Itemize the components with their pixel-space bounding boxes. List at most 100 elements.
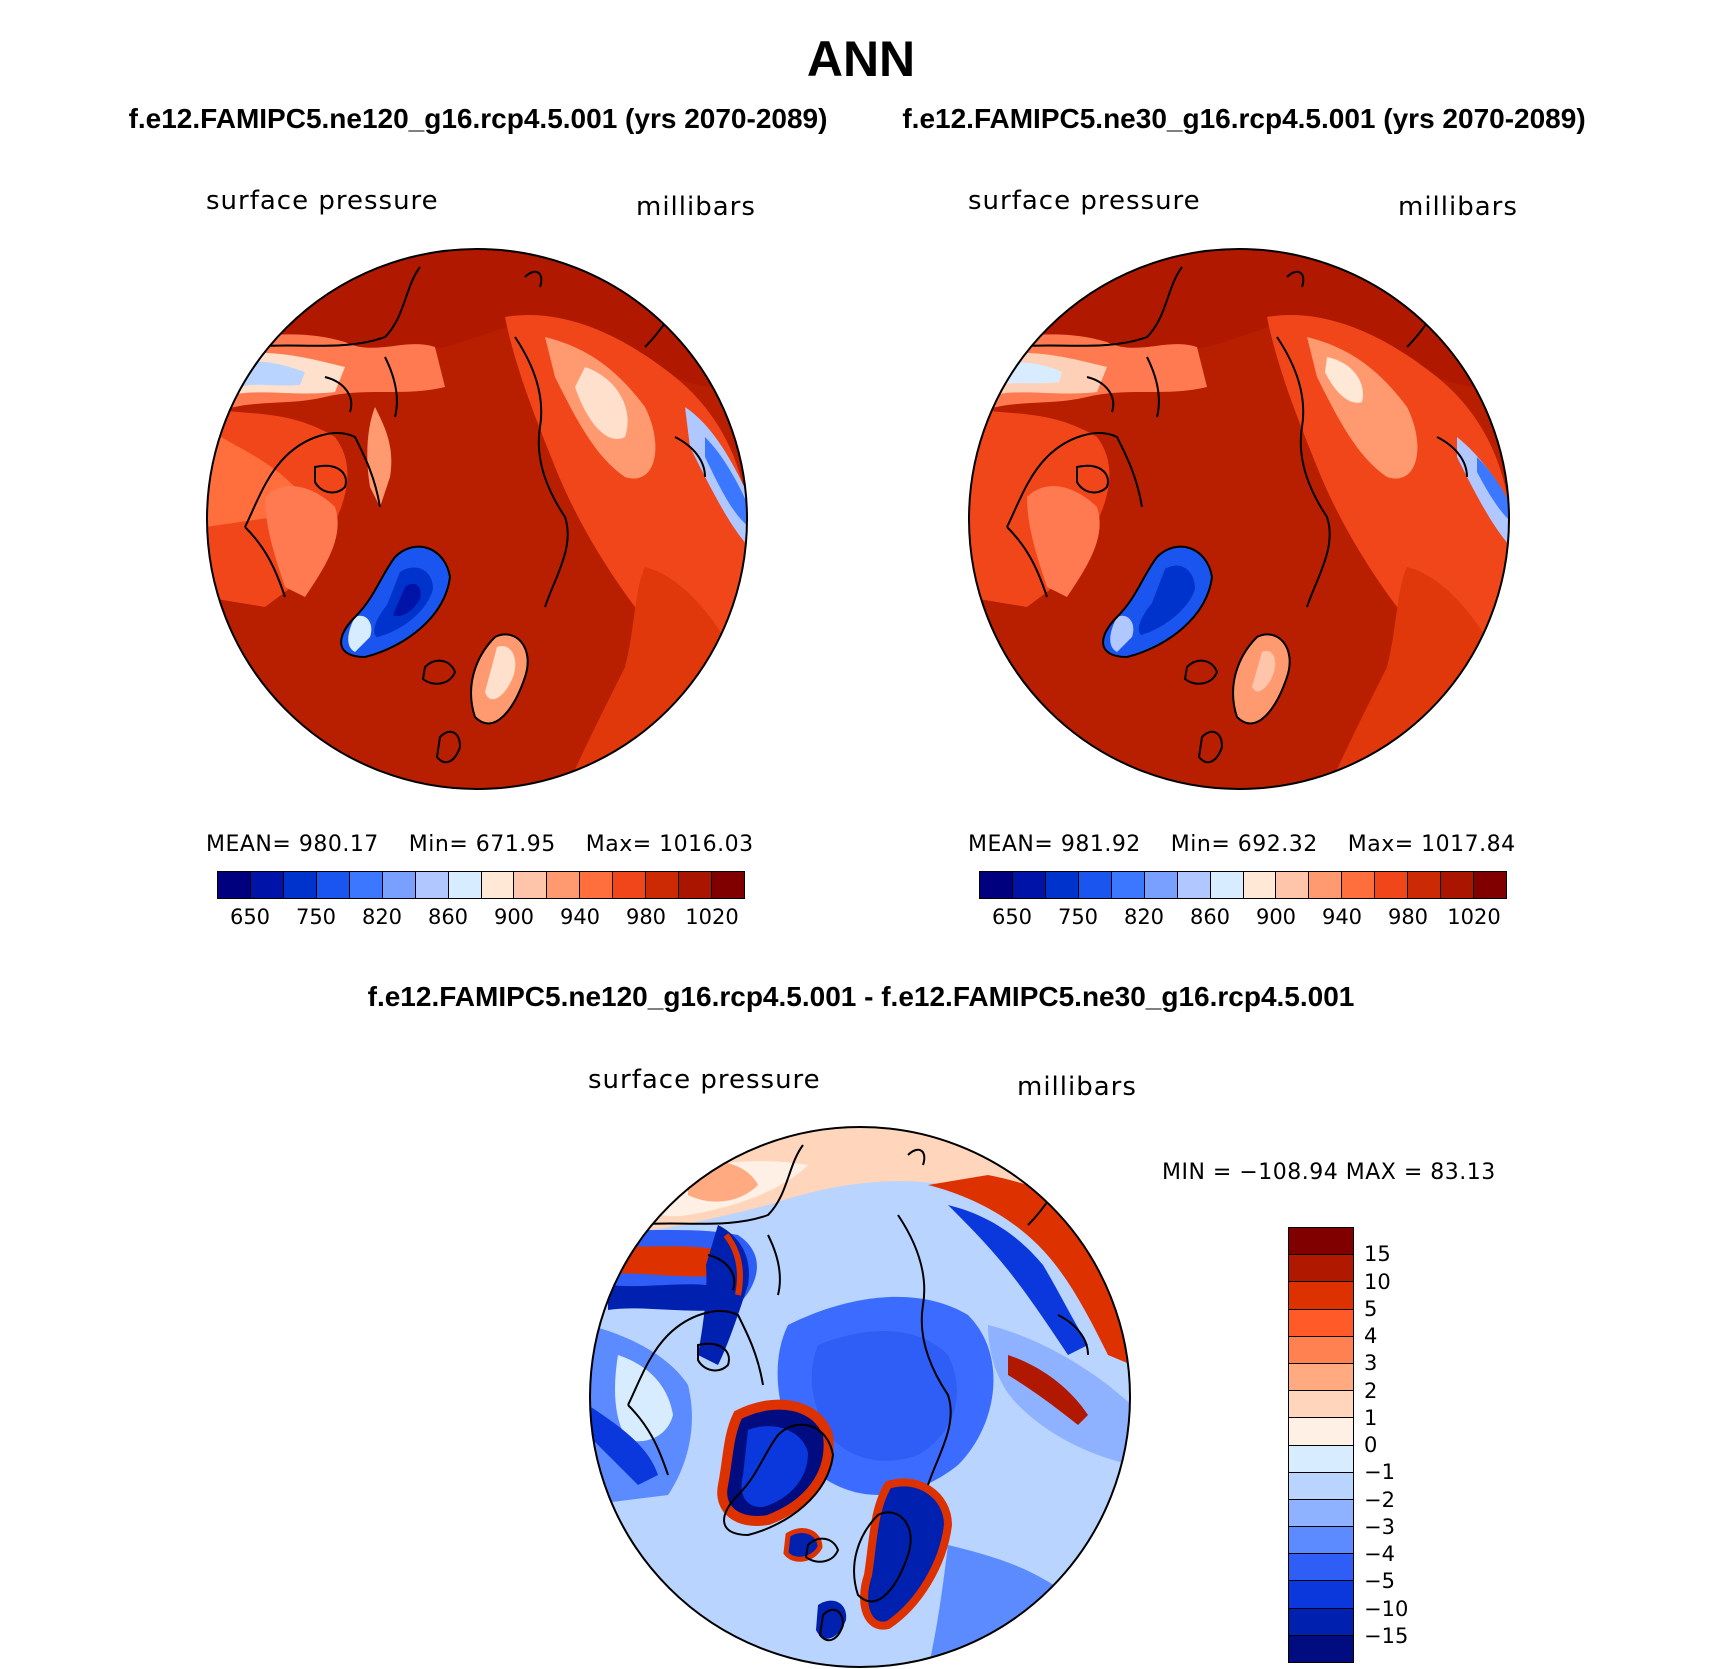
- panel2-colorbar-ticks: 650 750 820 860 900 940 980 1020: [979, 905, 1507, 933]
- diff-colorbar-swatch: [1289, 1228, 1353, 1256]
- diff-colorbar-swatch: [1289, 1255, 1353, 1283]
- panel1-colorbar-swatch: [481, 872, 515, 898]
- diff-colorbar-tick-label: 3: [1364, 1351, 1378, 1376]
- diff-colorbar-swatch: [1289, 1363, 1353, 1392]
- panel1-colorbar-swatch: [448, 872, 482, 898]
- diff-colorbar-tick-label: −10: [1364, 1596, 1409, 1621]
- panel2-colorbar-tick-label: 650: [991, 905, 1033, 929]
- panel2-stats: MEAN= 981.92 Min= 692.32 Max= 1017.84: [968, 832, 1516, 857]
- panel2-colorbar-swatch: [1078, 872, 1112, 898]
- panel2-colorbar-tick-label: 1020: [1447, 905, 1501, 929]
- panel1-colorbar-swatch: [580, 872, 614, 898]
- panel1-colorbar-ticks: 650 750 820 860 900 940 980 1020: [217, 905, 745, 933]
- panel1-colorbar-swatch: [415, 872, 449, 898]
- diff-colorbar-swatch: [1289, 1608, 1353, 1636]
- panel2-colorbar-tick-label: 980: [1387, 905, 1429, 929]
- diff-colorbar-tick-label: −1: [1364, 1460, 1395, 1485]
- diff-colorbar-tick-label: 5: [1364, 1296, 1378, 1321]
- diff-colorbar-tick-label: 2: [1364, 1378, 1378, 1403]
- diff-colorbar-swatch: [1289, 1472, 1353, 1500]
- diff-colorbar-tick-label: −4: [1364, 1542, 1395, 1566]
- panel2-colorbar-swatch: [1441, 872, 1475, 898]
- diff-colorbar-swatch: [1289, 1309, 1353, 1337]
- panel1-colorbar-swatch: [514, 872, 548, 898]
- panel1-colorbar-swatch: [283, 872, 317, 898]
- panel1-colorbar-swatch: [316, 872, 350, 898]
- figure-title: ANN: [806, 31, 916, 87]
- diff-colorbar-swatch: [1289, 1581, 1353, 1609]
- diff-colorbar-swatch: [1289, 1445, 1353, 1473]
- panel2-colorbar-tick-label: 820: [1123, 905, 1165, 929]
- panel1-colorbar-swatch: [679, 872, 713, 898]
- panel2-colorbar-swatch: [1276, 872, 1310, 898]
- panel2-units-label: millibars: [1398, 192, 1518, 222]
- diff-colorbar-tick-label: 15: [1364, 1242, 1391, 1267]
- panel1-colorbar-tick-label: 650: [229, 905, 271, 929]
- panel1-colorbar-tick-label: 820: [361, 905, 403, 929]
- panel2-colorbar-swatch: [1144, 872, 1178, 898]
- panel2-colorbar-swatch: [1474, 872, 1506, 898]
- panel1-colorbar-tick-label: 940: [559, 905, 601, 929]
- panel2-colorbar-swatch: [1375, 872, 1409, 898]
- diff-units-label: millibars: [1017, 1072, 1137, 1102]
- panel1-colorbar-swatch: [218, 872, 251, 898]
- panel1-colorbar-tick-label: 860: [427, 905, 469, 929]
- diff-colorbar-swatch: [1289, 1391, 1353, 1419]
- panel1-stats: MEAN= 980.17 Min= 671.95 Max= 1016.03: [206, 832, 754, 857]
- panel2-polar-map: [968, 248, 1510, 790]
- diff-colorbar-tick-label: −3: [1364, 1514, 1395, 1539]
- panel2-colorbar-tick-label: 750: [1057, 905, 1099, 929]
- diff-colorbar-tick-label: 4: [1364, 1324, 1378, 1348]
- panel2-colorbar-swatch: [1342, 872, 1376, 898]
- panel1-units-label: millibars: [636, 192, 756, 222]
- panel1-colorbar-tick-label: 1020: [685, 905, 739, 929]
- panel1-colorbar-tick-label: 980: [625, 905, 667, 929]
- panel2-variable-label: surface pressure: [968, 186, 1201, 216]
- panel1-colorbar-swatch: [712, 872, 744, 898]
- panel1-colorbar-swatch: [613, 872, 647, 898]
- panel2-colorbar-swatch: [1045, 872, 1079, 898]
- right-case-title: f.e12.FAMIPC5.ne30_g16.rcp4.5.001 (yrs 2…: [902, 103, 1586, 134]
- panel2-colorbar-swatch: [1309, 872, 1343, 898]
- panel2-colorbar-swatch: [1177, 872, 1211, 898]
- panel1-colorbar: [217, 871, 745, 899]
- panel1-colorbar-swatch: [349, 872, 383, 898]
- panel2-colorbar-swatch: [1111, 872, 1145, 898]
- diff-colorbar-tick-label: 10: [1364, 1269, 1391, 1294]
- panel2-colorbar-swatch: [1210, 872, 1244, 898]
- diff-colorbar-tick-label: 1: [1364, 1405, 1378, 1430]
- panel2-colorbar-tick-label: 940: [1321, 905, 1363, 929]
- panel2-colorbar-tick-label: 900: [1255, 905, 1297, 929]
- panel1-colorbar-swatch: [646, 872, 680, 898]
- diff-minmax: MIN = −108.94 MAX = 83.13: [1162, 1160, 1496, 1185]
- diff-colorbar-tick-label: −2: [1364, 1487, 1395, 1512]
- panel2-colorbar-swatch: [980, 872, 1013, 898]
- panel1-colorbar-swatch: [382, 872, 416, 898]
- diff-polar-map: [589, 1126, 1131, 1668]
- panel1-variable-label: surface pressure: [206, 186, 439, 216]
- diff-title: f.e12.FAMIPC5.ne120_g16.rcp4.5.001 - f.e…: [367, 981, 1355, 1012]
- diff-colorbar-tick-label: −15: [1364, 1623, 1409, 1648]
- diff-colorbar-swatch: [1289, 1554, 1353, 1582]
- panel2-colorbar-swatch: [1012, 872, 1046, 898]
- panel2-colorbar-swatch: [1243, 872, 1277, 898]
- diff-colorbar-swatch: [1289, 1418, 1353, 1446]
- diff-colorbar-swatch: [1289, 1635, 1353, 1662]
- diff-colorbar-swatch: [1289, 1499, 1353, 1528]
- diff-colorbar-tick-label: −5: [1364, 1569, 1395, 1594]
- panel2-colorbar: [979, 871, 1507, 899]
- diff-colorbar-swatch: [1289, 1527, 1353, 1555]
- panel1-colorbar-swatch: [547, 872, 581, 898]
- diff-colorbar: [1288, 1227, 1354, 1663]
- diff-colorbar-swatch: [1289, 1336, 1353, 1364]
- panel1-colorbar-tick-label: 900: [493, 905, 535, 929]
- panel2-colorbar-swatch: [1408, 872, 1442, 898]
- panel1-colorbar-swatch: [250, 872, 284, 898]
- diff-colorbar-ticks: 15 10 5 4 3 2 1 0 −1 −2 −3 −4 −5 −10 −15: [1364, 1227, 1444, 1663]
- diff-variable-label: surface pressure: [588, 1065, 821, 1095]
- diff-colorbar-swatch: [1289, 1282, 1353, 1310]
- panel1-polar-map: [206, 248, 748, 790]
- panel2-colorbar-tick-label: 860: [1189, 905, 1231, 929]
- diff-colorbar-tick-label: 0: [1364, 1433, 1378, 1457]
- left-case-title: f.e12.FAMIPC5.ne120_g16.rcp4.5.001 (yrs …: [128, 103, 828, 134]
